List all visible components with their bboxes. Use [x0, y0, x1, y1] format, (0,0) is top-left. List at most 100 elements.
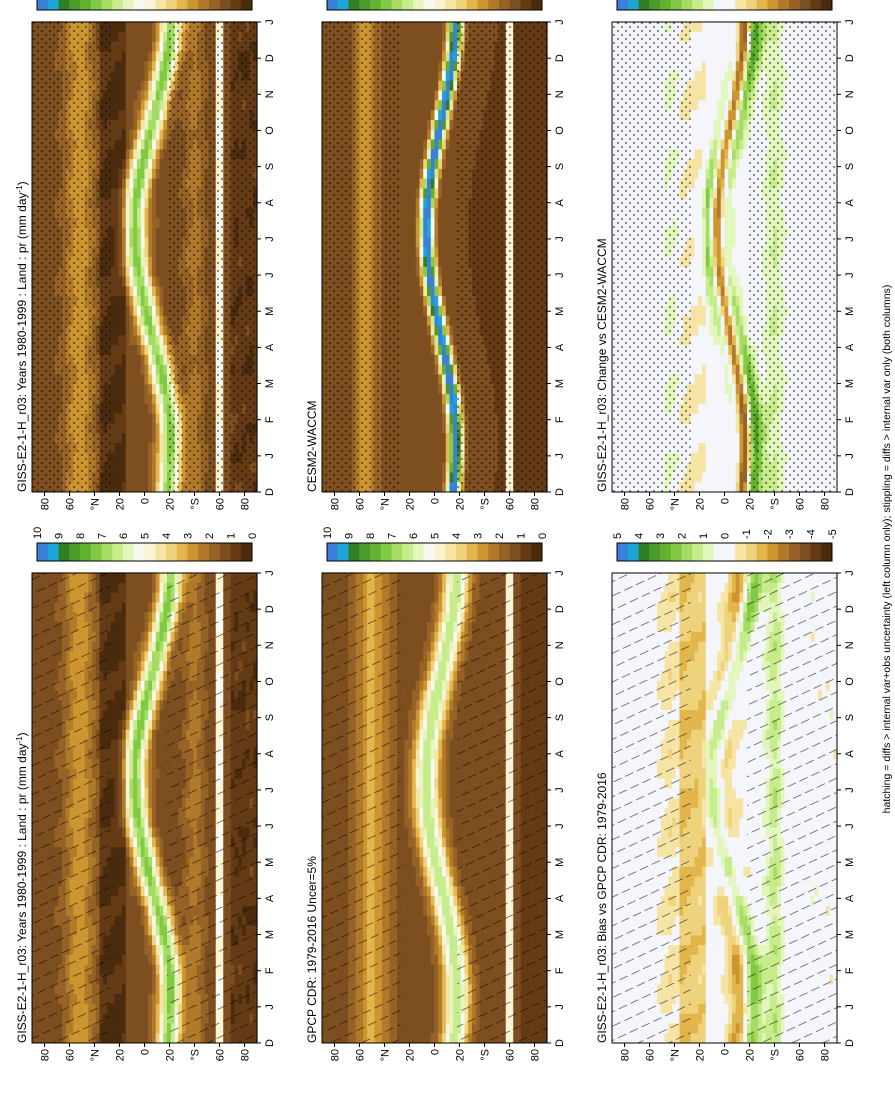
heat-cell — [137, 964, 141, 974]
heat-cell — [111, 719, 115, 729]
heat-cell — [148, 837, 152, 847]
heat-cell — [145, 680, 149, 690]
heat-cell — [126, 974, 130, 984]
heat-cell — [156, 964, 160, 974]
heat-cell — [133, 807, 137, 817]
heat-cell — [163, 690, 167, 700]
heat-cell — [115, 651, 119, 661]
heat-cell — [141, 935, 145, 945]
heat-cell — [111, 856, 115, 866]
heat-cell — [152, 896, 156, 906]
heat-cell — [115, 719, 119, 729]
heat-cell — [148, 935, 152, 945]
heat-cell — [160, 631, 164, 641]
heat-cell — [126, 837, 130, 847]
heat-cell — [152, 905, 156, 915]
heat-cell — [160, 680, 164, 690]
heat-cell — [115, 876, 119, 886]
heat-cell — [115, 915, 119, 925]
heat-cell — [145, 1023, 149, 1033]
heat-cell — [156, 876, 160, 886]
heat-cell — [152, 631, 156, 641]
heat-cell — [122, 915, 126, 925]
heat-cell — [148, 1003, 152, 1013]
heat-cell — [115, 739, 119, 749]
heat-cell — [130, 631, 134, 641]
heat-cell — [152, 984, 156, 994]
heat-cell — [118, 984, 122, 994]
heat-cell — [130, 739, 134, 749]
heat-cell — [126, 817, 130, 827]
heat-cell — [163, 915, 167, 925]
heat-cell — [160, 964, 164, 974]
heat-cell — [130, 798, 134, 808]
heat-cell — [141, 876, 145, 886]
heat-cell — [152, 778, 156, 788]
heat-cell — [118, 964, 122, 974]
heat-cell — [160, 1023, 164, 1033]
heat-cell — [137, 700, 141, 710]
heat-cell — [163, 641, 167, 651]
heat-cell — [152, 807, 156, 817]
heat-cell — [145, 788, 149, 798]
heat-cell — [130, 964, 134, 974]
heat-cell — [148, 807, 152, 817]
heat-cell — [163, 896, 167, 906]
heat-cell — [126, 631, 130, 641]
heat-cell — [118, 719, 122, 729]
heat-cell — [152, 925, 156, 935]
heat-cell — [133, 905, 137, 915]
heat-cell — [118, 837, 122, 847]
heat-cell — [156, 886, 160, 896]
heat-cell — [141, 944, 145, 954]
heat-cell — [130, 680, 134, 690]
heat-cell — [115, 935, 119, 945]
heat-cell — [145, 837, 149, 847]
heat-cell — [130, 700, 134, 710]
heat-cell — [141, 837, 145, 847]
heat-cell — [156, 837, 160, 847]
heat-cell — [148, 749, 152, 759]
heat-cell — [145, 1003, 149, 1013]
heat-cell — [156, 651, 160, 661]
heat-cell — [122, 905, 126, 915]
heat-cell — [118, 915, 122, 925]
heat-cell — [122, 944, 126, 954]
heat-cell — [115, 631, 119, 641]
heat-cell — [118, 670, 122, 680]
heat-cell — [145, 631, 149, 641]
heat-cell — [133, 670, 137, 680]
heat-cell — [160, 739, 164, 749]
heat-cell — [133, 993, 137, 1003]
heat-cell — [160, 866, 164, 876]
heat-cell — [133, 1013, 137, 1023]
heat-cell — [152, 1033, 156, 1043]
heat-cell — [133, 886, 137, 896]
heat-cell — [145, 758, 149, 768]
heat-cell — [130, 935, 134, 945]
heat-cell — [160, 749, 164, 759]
heat-cell — [163, 719, 167, 729]
heat-cell — [133, 709, 137, 719]
heat-cell — [148, 798, 152, 808]
heat-cell — [141, 670, 145, 680]
heat-cell — [133, 817, 137, 827]
heat-cell — [122, 886, 126, 896]
heat-cell — [137, 768, 141, 778]
heat-cell — [137, 680, 141, 690]
heat-cell — [148, 993, 152, 1003]
heat-cell — [126, 847, 130, 857]
heat-cell — [156, 905, 160, 915]
heat-cell — [111, 768, 115, 778]
heat-cell — [160, 1033, 164, 1043]
heat-cell — [122, 798, 126, 808]
heat-cell — [126, 719, 130, 729]
heat-cell — [126, 729, 130, 739]
heat-cell — [160, 827, 164, 837]
heat-cell — [137, 798, 141, 808]
heat-cell — [115, 886, 119, 896]
heat-cell — [141, 788, 145, 798]
heat-cell — [126, 798, 130, 808]
heat-cell — [148, 709, 152, 719]
heat-cell — [163, 670, 167, 680]
